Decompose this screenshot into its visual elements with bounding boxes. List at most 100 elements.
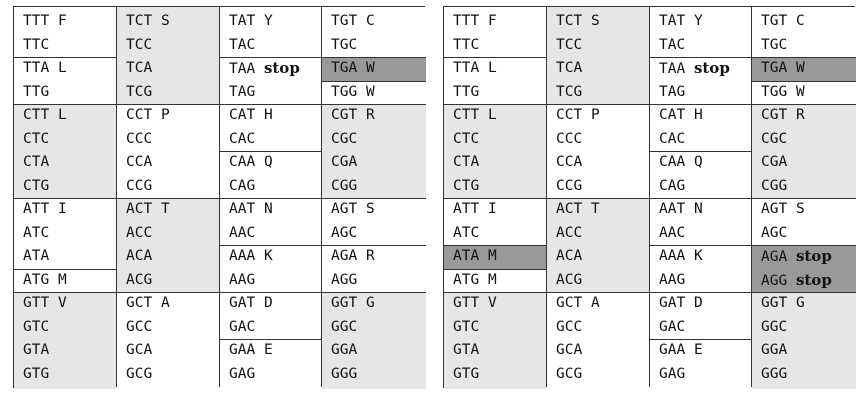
codon-cell: TTG <box>14 80 117 104</box>
codon-cell: CAA Q <box>220 151 322 175</box>
codon-cell: ATG M <box>444 268 547 292</box>
group-divider <box>220 198 322 199</box>
codon-cell: CTA <box>14 151 117 175</box>
codon-cell: TTT F <box>444 7 547 34</box>
codon-cell: GTT V <box>14 292 117 316</box>
amino-acid-label: W <box>365 83 375 100</box>
codon-text: AAG <box>659 271 686 288</box>
codon-cell: AAG <box>220 268 322 292</box>
codon-text: TCA <box>556 60 583 76</box>
codon-cell: AAA K <box>650 245 752 269</box>
codon-text: GAG <box>659 365 686 382</box>
codon-text: ATG <box>23 271 50 288</box>
codon-text: TAA <box>229 61 256 77</box>
codon-text: GCA <box>126 342 153 358</box>
column-divider <box>546 7 547 387</box>
amino-acid-label: S <box>795 201 805 217</box>
group-divider <box>752 57 856 58</box>
codon-text: AAT <box>659 201 686 217</box>
codon-text: TCG <box>556 83 583 100</box>
codon-text: GTA <box>453 342 480 358</box>
codon-text: ATG <box>453 271 480 288</box>
codon-cell: TGT C <box>322 7 426 34</box>
group-divider <box>547 104 650 105</box>
codon-cell: CAG <box>650 174 752 198</box>
amino-acid-label: Q <box>263 154 273 170</box>
codon-cell: GCA <box>117 339 220 363</box>
codon-text: TCT <box>126 13 153 29</box>
codon-text: CGG <box>761 177 788 194</box>
codon-cell: CAT H <box>220 104 322 128</box>
codon-text: GGC <box>761 318 788 335</box>
codon-cell: GAG <box>650 362 752 389</box>
codon-cell: CGA <box>752 151 856 175</box>
codon-text: GCC <box>126 318 153 335</box>
column-divider <box>321 7 322 387</box>
codon-text: GGA <box>761 342 788 358</box>
codon-cell: CCC <box>547 127 650 151</box>
amino-acid-label: C <box>365 13 375 29</box>
codon-text: GCT <box>556 295 583 311</box>
amino-acid-label: W <box>365 60 375 76</box>
codon-text: ACG <box>556 271 583 288</box>
codon-text: GAC <box>229 318 256 335</box>
codon-text: GTC <box>23 318 50 335</box>
amino-acid-label: M <box>487 248 497 264</box>
group-divider <box>322 198 426 199</box>
codon-text: CCT <box>126 107 153 123</box>
codon-text: CGT <box>761 107 788 123</box>
codon-cell: CTC <box>444 127 547 151</box>
codon-cell: AGA R <box>322 245 426 269</box>
amino-acid-label: stop <box>693 59 730 77</box>
codon-text: CGA <box>331 154 358 170</box>
codon-text: TAG <box>659 83 686 100</box>
codon-text: CCG <box>556 177 583 194</box>
codon-cell: TAC <box>650 33 752 57</box>
codon-cell: CTG <box>444 174 547 198</box>
codon-text: TTC <box>23 36 50 53</box>
group-divider <box>117 292 220 293</box>
group-divider <box>547 198 650 199</box>
amino-acid-label: Y <box>263 13 273 29</box>
codon-column: TGT C TGC TGA W TGG W CGT R CGC CGA CGG AGT S AGC… <box>752 7 856 389</box>
codon-text: TTT <box>453 13 480 29</box>
codon-text: TGC <box>761 36 788 53</box>
codon-text: ATT <box>23 201 50 217</box>
codon-cell: ATA <box>14 245 117 269</box>
amino-acid-label: E <box>693 342 703 358</box>
codon-cell: TGC <box>752 33 856 57</box>
group-divider <box>14 104 117 105</box>
codon-text: CCA <box>556 154 583 170</box>
codon-cell: GTA <box>14 339 117 363</box>
codon-text: TGT <box>331 13 358 29</box>
amino-acid-label: G <box>365 295 375 311</box>
codon-cell: TGG W <box>322 80 426 104</box>
codon-cell: GGT G <box>322 292 426 316</box>
group-divider <box>14 268 117 270</box>
codon-cell: TCT S <box>117 7 220 34</box>
codon-text: ATT <box>453 201 480 217</box>
amino-acid-label: M <box>57 271 67 288</box>
codon-text: TGA <box>761 60 788 76</box>
group-divider <box>650 104 752 105</box>
codon-text: TCT <box>556 13 583 29</box>
amino-acid-label: I <box>487 201 497 217</box>
group-divider <box>220 292 322 293</box>
group-divider <box>14 57 117 58</box>
amino-acid-label: V <box>57 295 67 311</box>
codon-text: CTG <box>453 177 480 194</box>
amino-acid-label: F <box>57 13 67 29</box>
codon-column: TAT Y TAC TAA stop TAG CAT H CAC CAA Q CAG AAT N… <box>650 7 752 389</box>
codon-cell: TAG <box>650 80 752 104</box>
column-divider <box>751 7 752 387</box>
codon-cell: CTC <box>14 127 117 151</box>
codon-text: TAC <box>229 36 256 53</box>
amino-acid-label: E <box>263 342 273 358</box>
codon-text: AAT <box>229 201 256 217</box>
codon-text: GAG <box>229 365 256 382</box>
codon-text: GTC <box>453 318 480 335</box>
codon-cell: ATG M <box>14 268 117 292</box>
codon-text: GCA <box>556 342 583 358</box>
codon-text: TCG <box>126 83 153 100</box>
codon-text: CAA <box>229 154 256 170</box>
